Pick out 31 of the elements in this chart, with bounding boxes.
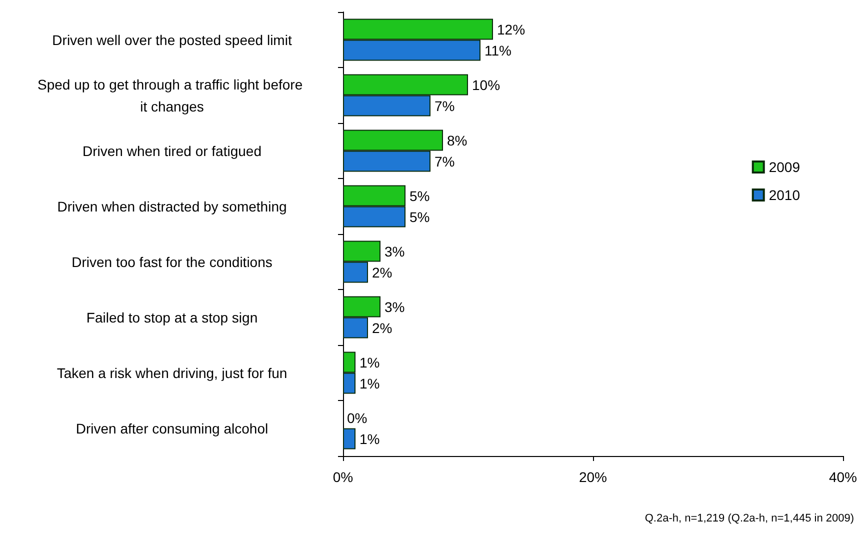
y-tick-label: Driven well over the posted speed limit bbox=[52, 32, 292, 48]
y-tick-label: Failed to stop at a stop sign bbox=[86, 309, 258, 326]
data-label: 3% bbox=[384, 298, 405, 315]
data-label: 7% bbox=[434, 98, 455, 114]
y-tick-label: Driven after consuming alcohol bbox=[76, 420, 268, 436]
data-label: 7% bbox=[434, 153, 455, 170]
text: Q.2a-h, n=1,219 (Q.2a-h, n=1,445 in 2009) bbox=[644, 512, 854, 524]
y-tick-label: Driven when tired or fatigued bbox=[82, 142, 262, 159]
data-label: 5% bbox=[410, 208, 430, 225]
data-label: 10% bbox=[472, 76, 500, 93]
y-tick-label: Driven too fast for the conditions bbox=[72, 254, 272, 270]
data-label: 2% bbox=[372, 264, 392, 280]
legend-label: 2009 bbox=[768, 159, 800, 175]
x-tick-label: 20% bbox=[578, 469, 608, 485]
data-label: 1% bbox=[360, 354, 380, 370]
x-tick-label: 40% bbox=[828, 469, 858, 485]
data-label: 2% bbox=[372, 320, 392, 336]
x-tick-label: 0% bbox=[332, 469, 354, 485]
y-tick-label: Sped up to get through a traffic light before it changes bbox=[37, 76, 307, 114]
data-label: 1% bbox=[360, 375, 380, 392]
data-label: 11% bbox=[484, 42, 512, 58]
legend-label: 2010 bbox=[768, 187, 800, 203]
y-tick-label: Taken a risk when driving, just for fun bbox=[56, 364, 288, 381]
data-label: 0% bbox=[347, 410, 368, 426]
data-label: 8% bbox=[447, 132, 468, 148]
y-tick-label: Driven when distracted by something bbox=[57, 198, 287, 214]
data-label: 1% bbox=[360, 430, 380, 447]
data-label: 12% bbox=[496, 21, 526, 38]
bar bbox=[343, 428, 356, 450]
data-label: 3% bbox=[384, 243, 405, 260]
data-label: 5% bbox=[410, 188, 430, 204]
